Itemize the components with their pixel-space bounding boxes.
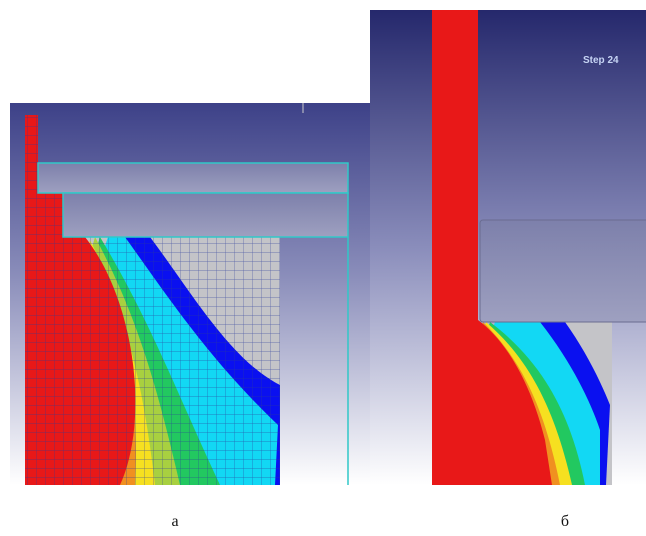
step-label: Step 24	[583, 55, 619, 66]
panel-a	[10, 103, 370, 485]
panel-label: б	[561, 513, 569, 530]
figure: Step 24 а б	[0, 0, 646, 536]
panel-label: а	[171, 513, 178, 530]
tool-die	[480, 220, 646, 322]
tool-punch	[63, 193, 348, 237]
panel-b: Step 24	[370, 10, 646, 485]
tool-upper	[38, 163, 348, 193]
